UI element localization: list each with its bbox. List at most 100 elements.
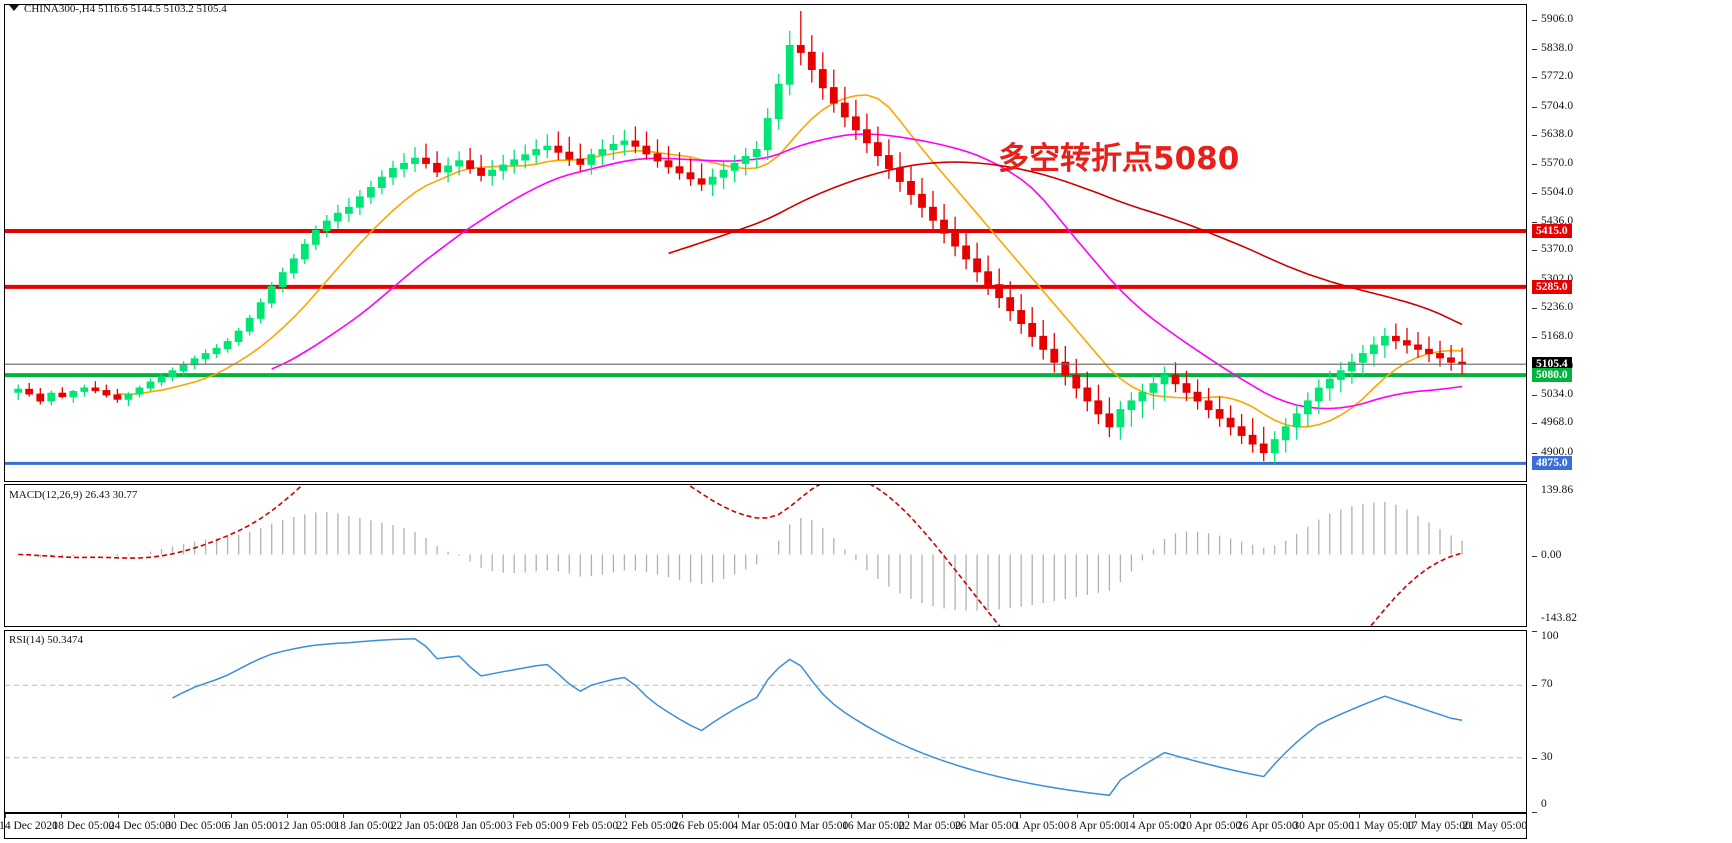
time-axis-separator xyxy=(681,814,683,818)
time-axis-label: 22 Jan 05:00 xyxy=(390,820,450,832)
price-axis-tick-label: 5906.0 xyxy=(1541,12,1574,25)
time-axis-separator xyxy=(794,814,796,818)
time-axis-label: 16 Mar 05:00 xyxy=(842,820,905,832)
collapse-triangle-icon[interactable] xyxy=(9,5,19,11)
macd-axis-tick-label: 0.00 xyxy=(1541,548,1562,561)
time-axis-label: 9 Feb 05:00 xyxy=(563,820,619,832)
price-axis-tick-label: 5638.0 xyxy=(1541,127,1574,140)
time-axis-separator xyxy=(1415,814,1417,818)
rsi-axis-tick xyxy=(1532,631,1537,632)
symbol-ohlc-text: CHINA300-,H4 5116.6 5144.5 5103.2 5105.4 xyxy=(24,3,227,15)
time-axis-separator xyxy=(456,814,458,818)
time-axis[interactable]: 14 Dec 2020 18 Dec 05:00 24 Dec 05:00 30 De… xyxy=(0,813,1528,839)
rsi-indicator-panel[interactable] xyxy=(4,630,1527,813)
price-chart-panel[interactable] xyxy=(4,4,1527,482)
time-axis-separator xyxy=(230,814,232,818)
time-axis-separator xyxy=(851,814,853,818)
time-axis-label: 30 Apr 05:00 xyxy=(1293,820,1355,832)
rsi-chart-canvas[interactable] xyxy=(5,631,1526,812)
rsi-axis-tick-label: 30 xyxy=(1541,750,1553,763)
resistance-level-upper-badge[interactable]: 5415.0 xyxy=(1532,223,1572,238)
time-axis-label: 18 Jan 05:00 xyxy=(334,820,394,832)
time-axis-separator xyxy=(5,814,6,818)
price-axis-tick-label: 5570.0 xyxy=(1541,157,1574,170)
price-axis-tick xyxy=(1532,48,1537,50)
price-axis-tick xyxy=(1532,19,1537,21)
price-axis-tick xyxy=(1532,106,1537,108)
time-axis-label: 14 Apr 05:00 xyxy=(1124,820,1185,832)
time-axis-label: 30 Dec 05:00 xyxy=(165,820,228,832)
time-axis-separator xyxy=(1076,814,1078,818)
price-axis-tick-label: 5772.0 xyxy=(1541,70,1574,83)
support-level-badge[interactable]: 4875.0 xyxy=(1532,456,1572,471)
time-axis-label: 17 May 05:00 xyxy=(1406,820,1471,832)
time-axis-label: 3 Feb 05:00 xyxy=(506,820,562,832)
time-axis-separator xyxy=(512,814,514,818)
time-axis-separator xyxy=(174,814,176,818)
time-axis-label: 10 Mar 05:00 xyxy=(785,820,849,832)
price-axis-tick xyxy=(1532,164,1537,166)
macd-chart-canvas[interactable] xyxy=(5,485,1526,626)
time-axis-separator xyxy=(287,814,289,818)
price-axis-tick xyxy=(1532,452,1537,454)
price-chart-canvas[interactable] xyxy=(5,5,1526,481)
price-axis-tick-label: 5370.0 xyxy=(1541,243,1574,256)
price-axis-tick-label: 4968.0 xyxy=(1541,416,1574,429)
time-axis-separator xyxy=(343,814,345,818)
price-axis-tick-label: 5838.0 xyxy=(1541,41,1574,54)
time-axis-separator xyxy=(399,814,401,818)
price-axis-tick xyxy=(1532,394,1537,396)
time-axis-separator xyxy=(1358,814,1360,818)
price-axis-tick xyxy=(1532,307,1537,309)
rsi-axis-tick xyxy=(1532,685,1537,687)
price-axis-tick xyxy=(1532,134,1537,136)
time-axis-label: 1 Apr 05:00 xyxy=(1014,820,1070,832)
price-axis-tick xyxy=(1532,77,1537,79)
rsi-axis-tick xyxy=(1532,812,1537,813)
time-axis-label: 14 Dec 2020 xyxy=(0,820,58,832)
chart-symbol-header[interactable]: CHINA300-,H4 5116.6 5144.5 5103.2 5105.4 xyxy=(9,3,227,15)
time-axis-separator xyxy=(569,814,571,818)
chart-annotation-text: 多空转折点5080 xyxy=(998,141,1240,177)
price-axis-tick xyxy=(1532,192,1537,194)
time-axis-separator xyxy=(61,814,63,818)
time-axis-separator xyxy=(738,814,740,818)
price-axis-tick-label: 5236.0 xyxy=(1541,300,1574,313)
time-axis-separator xyxy=(1471,814,1473,818)
price-axis-tick xyxy=(1532,423,1537,425)
price-axis-tick xyxy=(1532,337,1537,339)
macd-axis-tick xyxy=(1532,555,1537,557)
time-axis-label: 22 Mar 05:00 xyxy=(898,820,962,832)
time-axis-label: 12 Jan 05:00 xyxy=(278,820,337,832)
rsi-axis-tick-label: 100 xyxy=(1541,630,1559,642)
time-axis-label: 18 Dec 05:00 xyxy=(52,820,115,832)
last-price-badge[interactable]: 5105.4 xyxy=(1532,357,1572,372)
price-axis[interactable]: 5906.0 5838.0 5772.0 5704.0 5638.0 5570.0 5504… xyxy=(1527,4,1732,482)
macd-axis-tick-label: 139.86 xyxy=(1541,484,1574,496)
time-axis-label: 28 Jan 05:00 xyxy=(447,820,507,832)
time-axis-separator xyxy=(1133,814,1135,818)
time-axis-separator xyxy=(1020,814,1022,818)
time-axis-separator xyxy=(907,814,909,818)
rsi-label: RSI(14) 50.3474 xyxy=(9,634,83,646)
price-axis-tick-label: 5436.0 xyxy=(1541,214,1574,227)
macd-axis-tick-label: -143.82 xyxy=(1541,612,1578,624)
time-axis-label: 6 Jan 05:00 xyxy=(224,820,278,832)
price-axis-tick xyxy=(1532,221,1537,223)
time-axis-label: 4 Mar 05:00 xyxy=(732,820,790,832)
rsi-axis: 100 70 30 0 xyxy=(1527,630,1732,813)
time-axis-label: 22 Feb 05:00 xyxy=(616,820,678,832)
time-axis-label: 21 May 05:00 xyxy=(1462,820,1528,832)
macd-indicator-panel[interactable] xyxy=(4,484,1527,627)
price-axis-tick xyxy=(1532,250,1537,252)
price-axis-tick-label: 5034.0 xyxy=(1541,387,1574,400)
resistance-level-lower-badge[interactable]: 5285.0 xyxy=(1532,279,1572,294)
time-axis-label: 26 Mar 05:00 xyxy=(954,820,1018,832)
time-axis-separator xyxy=(1302,814,1304,818)
rsi-axis-tick-label: 0 xyxy=(1541,798,1547,810)
time-axis-label: 20 Apr 05:00 xyxy=(1180,820,1242,832)
pivot-level-badge[interactable]: 5080.0 xyxy=(1532,368,1572,383)
time-axis-label: 26 Feb 05:00 xyxy=(672,820,734,832)
time-axis-separator xyxy=(963,814,965,818)
